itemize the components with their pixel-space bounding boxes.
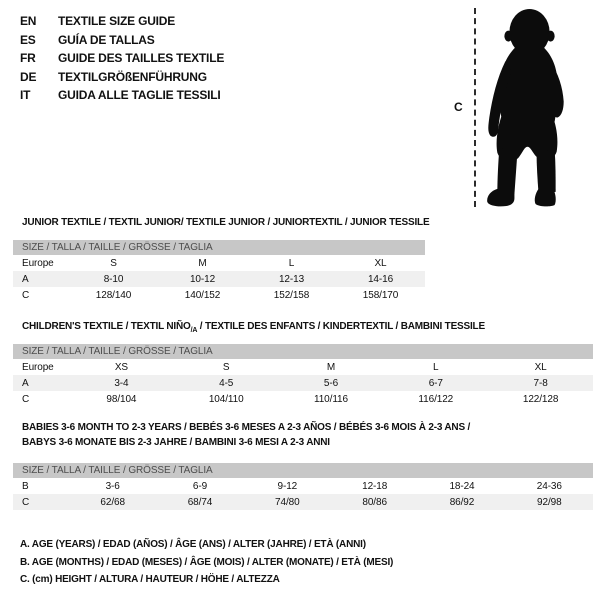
value-cell: 116/122: [418, 393, 454, 405]
row-label-cell: A: [22, 273, 29, 285]
language-row-fr: FR GUIDE DES TAILLES TEXTILE: [20, 49, 224, 68]
value-cell: M: [198, 257, 207, 269]
value-cell: 152/158: [273, 289, 310, 301]
value-cell: 6-7: [428, 377, 443, 389]
value-cell: 140/152: [184, 289, 221, 301]
language-row-it: IT GUIDA ALLE TAGLIE TESSILI: [20, 86, 224, 105]
value-cell: 98/104: [106, 393, 137, 405]
size-table-grid: Europe XS S M L XL A 3-4 4-5 5-6 6-7 7-8 C 98/104 104/…: [13, 359, 593, 407]
table-row: A 3-4 4-5 5-6 6-7 7-8: [13, 375, 593, 391]
value-cell: XS: [114, 361, 128, 373]
size-table-grid: B 3-6 6-9 9-12 12-18 18-24 24-36 C 62/68 68/74 74/…: [13, 478, 593, 510]
value-cell: 122/128: [522, 393, 559, 405]
babies-table-heading: BABIES 3-6 MONTH TO 2-3 YEARS / BEBÉS 3-…: [22, 422, 471, 448]
language-title: GUIDE DES TAILLES TEXTILE: [58, 51, 225, 66]
size-table-grid: Europe S M L XL A 8-10 10-12 12-13 14-16 C 128/140 1…: [13, 255, 425, 303]
height-measure-dashed-line: [474, 8, 476, 207]
value-cell: L: [433, 361, 439, 373]
language-title: TEXTILGRÖßENFÜHRUNG: [58, 69, 207, 84]
value-cell: S: [222, 361, 230, 373]
value-cell: XL: [374, 257, 387, 269]
language-row-es: ES GUÍA DE TALLAS: [20, 31, 224, 50]
value-cell: 18-24: [449, 480, 475, 492]
language-code: DE: [20, 69, 37, 84]
row-label-cell: A: [22, 377, 29, 389]
language-title: GUÍA DE TALLAS: [58, 32, 155, 47]
value-cell: L: [288, 257, 295, 269]
value-cell: 6-9: [192, 480, 208, 492]
children-size-table: SIZE / TALLA / TAILLE / GRÖSSE / TAGLIA …: [13, 344, 593, 407]
table-row: A 8-10 10-12 12-13 14-16: [13, 271, 425, 287]
language-title: GUIDA ALLE TAGLIE TESSILI: [58, 88, 221, 103]
footnotes: A. AGE (YEARS) / EDAD (AÑOS) / ÂGE (ANS)…: [20, 536, 393, 589]
language-code: FR: [20, 51, 36, 66]
value-cell: 7-8: [533, 377, 548, 389]
value-cell: 62/68: [100, 496, 125, 508]
row-label-cell: C: [22, 393, 30, 405]
value-cell: 86/92: [449, 496, 475, 508]
language-row-de: DE TEXTILGRÖßENFÜHRUNG: [20, 68, 224, 87]
value-cell: 5-6: [323, 377, 339, 389]
row-label-cell: Europe: [22, 361, 54, 373]
junior-table-heading: JUNIOR TEXTILE / TEXTIL JUNIOR/ TEXTILE …: [22, 217, 430, 228]
language-code: IT: [20, 88, 31, 103]
table-row: C 128/140 140/152 152/158 158/170: [13, 287, 425, 303]
value-cell: 104/110: [208, 393, 244, 405]
baby-silhouette-icon: [487, 9, 564, 207]
table-row: B 3-6 6-9 9-12 12-18 18-24 24-36: [13, 478, 593, 494]
value-cell: 24-36: [536, 480, 562, 492]
babies-size-table: SIZE / TALLA / TAILLE / GRÖSSE / TAGLIA …: [13, 463, 593, 510]
value-cell: XL: [534, 361, 547, 373]
language-code: EN: [20, 14, 37, 29]
row-label-cell: C: [22, 496, 30, 508]
language-row-en: EN TEXTILE SIZE GUIDE: [20, 12, 224, 31]
row-label-cell: C: [22, 289, 30, 301]
table-row: Europe S M L XL: [13, 255, 425, 271]
footnote-height: C. (cm) HEIGHT / ALTURA / HAUTEUR / HÖHE…: [20, 574, 280, 585]
baby-figure: C: [440, 0, 600, 215]
footnote-age-years: A. AGE (YEARS) / EDAD (AÑOS) / ÂGE (ANS)…: [20, 539, 366, 550]
height-measure-label: C: [454, 100, 463, 114]
value-cell: 3-4: [114, 377, 129, 389]
value-cell: 92/98: [537, 496, 562, 508]
table-row: C 62/68 68/74 74/80 80/86 86/92 92/98: [13, 494, 593, 510]
value-cell: 9-12: [277, 480, 298, 492]
size-header-bar: SIZE / TALLA / TAILLE / GRÖSSE / TAGLIA: [13, 344, 593, 359]
children-table-heading: CHILDREN'S TEXTILE / TEXTIL NIÑO/A / TEX…: [22, 321, 485, 334]
junior-size-table: SIZE / TALLA / TAILLE / GRÖSSE / TAGLIA …: [13, 240, 425, 303]
value-cell: 14-16: [367, 273, 394, 285]
value-cell: 10-12: [189, 273, 216, 285]
size-header-bar: SIZE / TALLA / TAILLE / GRÖSSE / TAGLIA: [13, 240, 425, 255]
value-cell: 68/74: [187, 496, 213, 508]
row-label-cell: B: [22, 480, 29, 492]
language-title: TEXTILE SIZE GUIDE: [58, 14, 176, 29]
size-header-bar: SIZE / TALLA / TAILLE / GRÖSSE / TAGLIA: [13, 463, 593, 478]
language-code: ES: [20, 32, 36, 47]
table-row: C 98/104 104/110 110/116 116/122 122/128: [13, 391, 593, 407]
value-cell: 128/140: [95, 289, 132, 301]
value-cell: 74/80: [275, 496, 300, 508]
value-cell: 158/170: [362, 289, 399, 301]
value-cell: 3-6: [105, 480, 120, 492]
value-cell: 8-10: [103, 273, 124, 285]
value-cell: S: [110, 257, 117, 269]
row-label-cell: Europe: [22, 257, 54, 269]
value-cell: 12-18: [362, 480, 388, 492]
value-cell: 12-13: [278, 273, 305, 285]
table-row: Europe XS S M L XL: [13, 359, 593, 375]
value-cell: 4-5: [219, 377, 234, 389]
value-cell: 110/116: [314, 393, 348, 405]
language-list: EN TEXTILE SIZE GUIDE ES GUÍA DE TALLAS …: [20, 12, 224, 105]
value-cell: M: [326, 361, 336, 373]
footnote-age-months: B. AGE (MONTHS) / EDAD (MESES) / ÂGE (MO…: [20, 556, 394, 568]
value-cell: 80/86: [362, 496, 387, 508]
